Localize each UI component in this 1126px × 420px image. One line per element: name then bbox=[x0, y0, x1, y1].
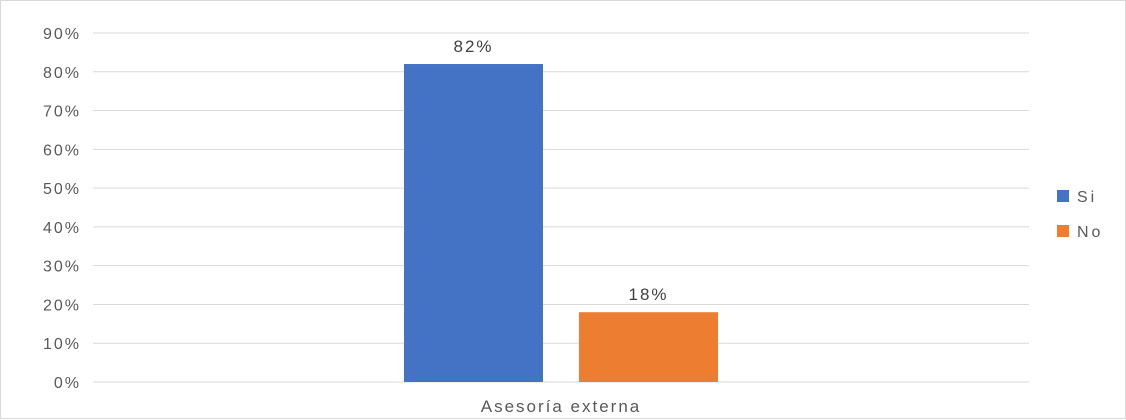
legend-swatch-si bbox=[1057, 190, 1069, 202]
y-tick-label: 0% bbox=[54, 375, 81, 392]
legend-swatch-no bbox=[1057, 225, 1069, 237]
y-tick-label: 50% bbox=[43, 181, 81, 198]
y-tick-label: 20% bbox=[43, 297, 81, 314]
bar-si bbox=[404, 64, 543, 382]
legend-label-no: No bbox=[1077, 224, 1103, 241]
y-tick-label: 70% bbox=[43, 104, 81, 121]
x-category-label: Asesoría externa bbox=[481, 397, 642, 416]
y-tick-label: 40% bbox=[43, 220, 81, 237]
y-tick-label: 30% bbox=[43, 259, 81, 276]
data-label: 82% bbox=[453, 37, 493, 56]
y-tick-label: 60% bbox=[43, 142, 81, 159]
y-tick-label: 80% bbox=[43, 65, 81, 82]
data-label: 18% bbox=[628, 285, 668, 304]
y-tick-label: 10% bbox=[43, 336, 81, 353]
bar-no bbox=[579, 312, 718, 382]
legend-label-si: Si bbox=[1077, 189, 1097, 206]
y-tick-label: 90% bbox=[43, 26, 81, 43]
